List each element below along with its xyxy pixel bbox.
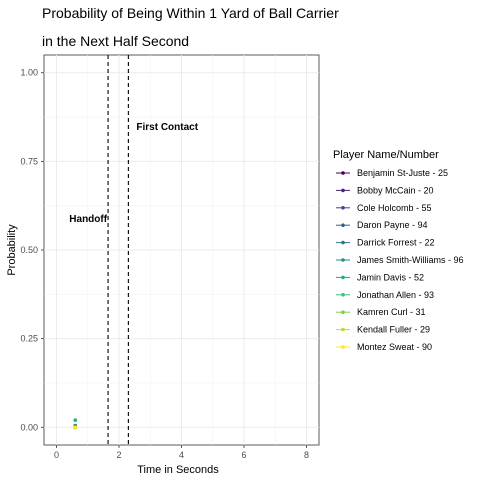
- legend-label: Montez Sweat - 90: [357, 342, 432, 352]
- axes: 0 2 4 6 8 0.00 0.25 0.50 0.75 1.00: [20, 68, 309, 460]
- legend-key-point: [341, 223, 345, 227]
- event-label-first-contact: First Contact: [136, 122, 198, 133]
- data-point: [73, 418, 78, 422]
- event-markers: Handoff First Contact: [69, 55, 199, 445]
- legend-key-point: [341, 275, 345, 280]
- data-points: [73, 418, 78, 430]
- legend-label: Kamren Curl - 31: [357, 307, 426, 317]
- legend-key-point: [341, 240, 345, 245]
- x-tick-label: 2: [116, 450, 121, 460]
- y-tick-label: 1.00: [20, 68, 38, 78]
- legend-label: Benjamin St-Juste - 25: [357, 168, 448, 178]
- legend-key-point: [341, 345, 345, 349]
- legend-key-point: [341, 293, 345, 297]
- data-point: [73, 425, 78, 430]
- legend-label: Cole Holcomb - 55: [357, 203, 432, 213]
- y-tick-label: 0.75: [20, 156, 38, 166]
- legend-label: Bobby McCain - 20: [357, 185, 434, 195]
- y-tick-label: 0.00: [20, 422, 38, 432]
- legend-label: Jamin Davis - 52: [357, 272, 424, 282]
- legend-key-point: [341, 258, 345, 262]
- legend-label: James Smith-Williams - 96: [357, 255, 464, 265]
- legend-key-point: [341, 206, 345, 210]
- legend: Player Name/Number Benjamin St-Juste - 2…: [333, 149, 464, 352]
- legend-label: Darrick Forrest - 22: [357, 238, 435, 248]
- legend-title: Player Name/Number: [333, 149, 439, 161]
- legend-key-point: [341, 171, 345, 175]
- legend-label: Jonathan Allen - 93: [357, 290, 434, 300]
- legend-key-point: [341, 188, 345, 193]
- x-tick-label: 8: [304, 450, 309, 460]
- legend-key-point: [341, 310, 345, 315]
- y-tick-label: 0.50: [20, 245, 38, 255]
- x-tick-label: 0: [54, 450, 59, 460]
- x-tick-label: 6: [241, 450, 246, 460]
- legend-key-point: [341, 327, 345, 332]
- legend-label: Kendall Fuller - 29: [357, 325, 430, 335]
- x-axis-label: Time in Seconds: [137, 464, 219, 476]
- legend-items: Benjamin St-Juste - 25 Bobby McCain - 20 C…: [336, 168, 464, 352]
- chart-title-line2: in the Next Half Second: [42, 33, 189, 49]
- event-label-handoff: Handoff: [69, 214, 107, 225]
- y-axis-label: Probability: [6, 224, 18, 276]
- y-tick-label: 0.25: [20, 334, 38, 344]
- legend-label: Daron Payne - 94: [357, 220, 428, 230]
- chart-title-line1: Probability of Being Within 1 Yard of Ba…: [42, 5, 339, 21]
- grid: [44, 55, 319, 445]
- x-tick-label: 4: [179, 450, 184, 460]
